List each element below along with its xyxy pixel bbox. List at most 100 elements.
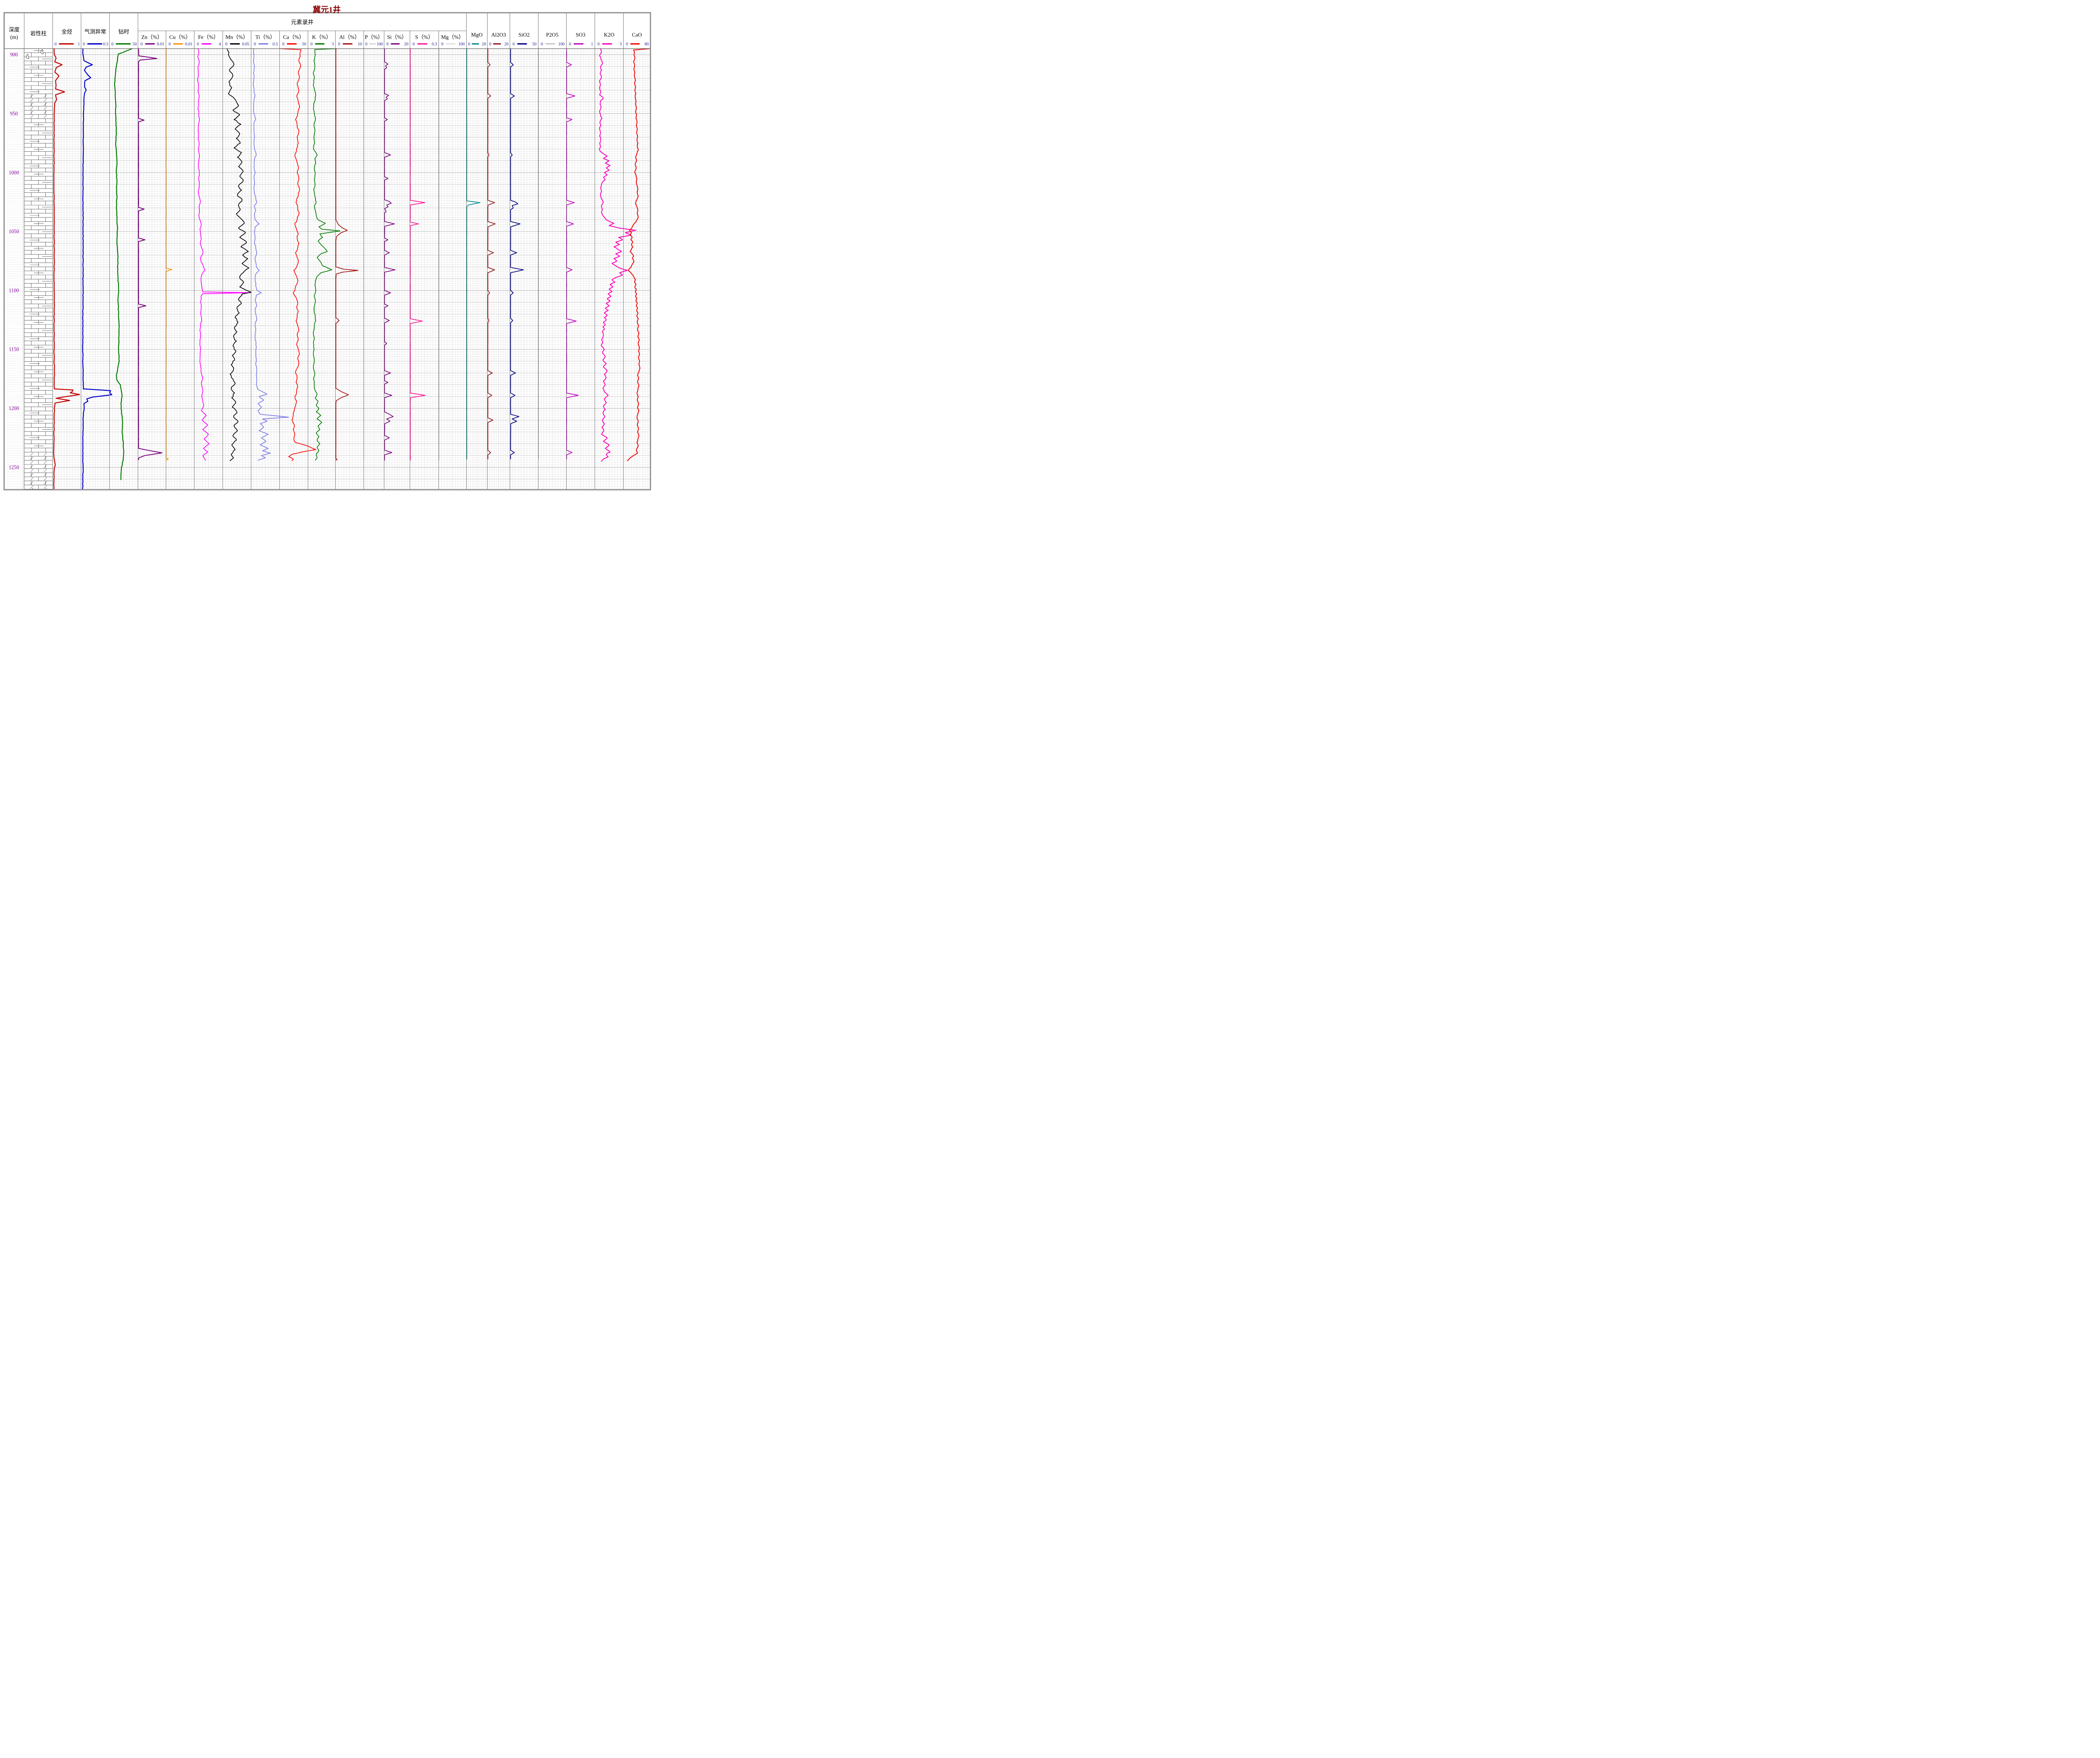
legend-max-Si: 20 (404, 42, 408, 47)
well-log-page: 900 950 1000 1050 1100 1150 1200 1250 全烃 0 1 气测异常 0 0… (0, 0, 654, 492)
legend-max-Ca: 50 (302, 42, 306, 47)
curve-Al (335, 48, 359, 461)
element-group-label: 元素录井 (291, 19, 314, 25)
legend-max-K2O: 3 (620, 42, 622, 47)
legend-max-Cu: 0.01 (185, 42, 193, 47)
lithology-column-label: 岩性柱 (30, 31, 47, 37)
legend-max-Al: 10 (358, 42, 362, 47)
track-label-K: K（%） (312, 34, 331, 40)
track-label-qc: 气测异常 (84, 29, 106, 35)
curve-K2O (599, 48, 636, 462)
curve-Si (384, 48, 396, 461)
depth-tick-label: 1000 (9, 170, 19, 176)
legend-min-Ca: 0 (282, 42, 284, 47)
table-borders (3, 12, 651, 491)
curve-MgO (466, 48, 480, 460)
legend-min-SiO2: 0 (512, 42, 514, 47)
legend-min-SO3: 0 (569, 42, 571, 47)
legend-min-Mn: 0 (225, 42, 227, 47)
legend-min-qc: 0 (83, 42, 85, 47)
curve-CaO (627, 48, 651, 461)
track-label-Mn: Mn（%） (226, 34, 248, 40)
track-label-CaO: CaO (632, 32, 642, 38)
curve-K (312, 48, 341, 461)
curve-Ca (279, 48, 316, 461)
legend-min-Cu: 0 (168, 42, 171, 47)
depth-tick-label: 900 (10, 52, 18, 58)
curve-qt (53, 48, 80, 490)
legend-max-Ti: 0.5 (273, 42, 278, 47)
track-label-P2O5: P2O5 (546, 32, 558, 38)
log-curves (53, 48, 651, 490)
legend-min-Al: 0 (338, 42, 340, 47)
track-label-Mg: Mg（%） (441, 34, 464, 40)
track-label-Al: Al（%） (339, 34, 360, 40)
legend-min-K: 0 (310, 42, 312, 47)
legend-min-Fe: 0 (197, 42, 199, 47)
track-label-Si: Si（%） (387, 34, 407, 40)
track-label-K2O: K2O (604, 32, 614, 38)
legend-min-S: 0 (412, 42, 415, 47)
depth-tick-label: 1150 (9, 347, 19, 352)
legend-min-K2O: 0 (598, 42, 600, 47)
legend-max-Fe: 4 (219, 42, 221, 47)
curve-SO3 (566, 48, 579, 460)
legend-min-Al2O3: 0 (489, 42, 491, 47)
track-label-Fe: Fe（%） (198, 34, 219, 40)
depth-tick-label: 1100 (9, 287, 19, 293)
legend-min-MgO: 0 (468, 42, 470, 47)
track-label-Al2O3: Al2O3 (491, 32, 506, 38)
legend-max-Al2O3: 20 (504, 42, 509, 47)
legend-max-P: 100 (377, 42, 383, 47)
track-label-Zn: Zn（%） (141, 34, 163, 40)
page-title: 冀元1井 (313, 5, 341, 14)
legend-max-qt: 1 (78, 42, 80, 47)
legend-max-zs: 50 (133, 42, 137, 47)
track-label-P: P（%） (365, 34, 383, 40)
track-label-Ti: Ti（%） (255, 34, 275, 40)
legend-min-P2O5: 0 (541, 42, 543, 47)
lithology-column (24, 48, 53, 490)
curve-Ti (252, 48, 289, 461)
legend-max-qc: 0.5 (103, 42, 108, 47)
legend-max-S: 0.3 (432, 42, 437, 47)
depth-tick-label: 1050 (9, 229, 19, 234)
legend-max-SO3: 1 (591, 42, 593, 47)
depth-column-label: 深度 (9, 26, 20, 33)
legend-max-K: 3 (332, 42, 334, 47)
legend-max-Mn: 0.05 (242, 42, 249, 47)
curve-qc (82, 48, 113, 490)
legend-min-qt: 0 (55, 42, 57, 47)
legend-max-P2O5: 100 (558, 42, 564, 47)
depth-axis-labels: 900 950 1000 1050 1100 1150 1200 1250 (9, 52, 19, 470)
legend-max-Zn: 0.01 (157, 42, 165, 47)
track-label-Ca: Ca（%） (283, 34, 304, 40)
legend-max-CaO: 80 (645, 42, 649, 47)
depth-tick-label: 950 (10, 110, 18, 116)
curve-Al2O3 (487, 48, 496, 460)
legend-max-Mg: 100 (458, 42, 465, 47)
legend-min-CaO: 0 (626, 42, 628, 47)
track-label-zs: 钻时 (118, 29, 129, 35)
track-label-MgO: MgO (471, 32, 483, 38)
plot-grid (5, 48, 651, 490)
curve-zs (114, 48, 133, 480)
track-label-SO3: SO3 (576, 32, 585, 38)
curve-SiO2 (510, 48, 524, 460)
depth-tick-label: 1250 (9, 464, 19, 470)
legend-min-Mg: 0 (441, 42, 444, 47)
legend-min-P: 0 (365, 42, 368, 47)
depth-tick-label: 1200 (9, 405, 19, 411)
legend-min-Ti: 0 (254, 42, 256, 47)
curve-Zn (138, 48, 163, 460)
curve-Fe (197, 48, 252, 461)
track-label-SiO2: SiO2 (519, 32, 530, 38)
curve-Mn (227, 48, 252, 461)
track-label-Cu: Cu（%） (169, 34, 191, 40)
legend-min-zs: 0 (111, 42, 113, 47)
legend-min-Si: 0 (386, 42, 388, 47)
legend-max-MgO: 20 (482, 42, 486, 47)
